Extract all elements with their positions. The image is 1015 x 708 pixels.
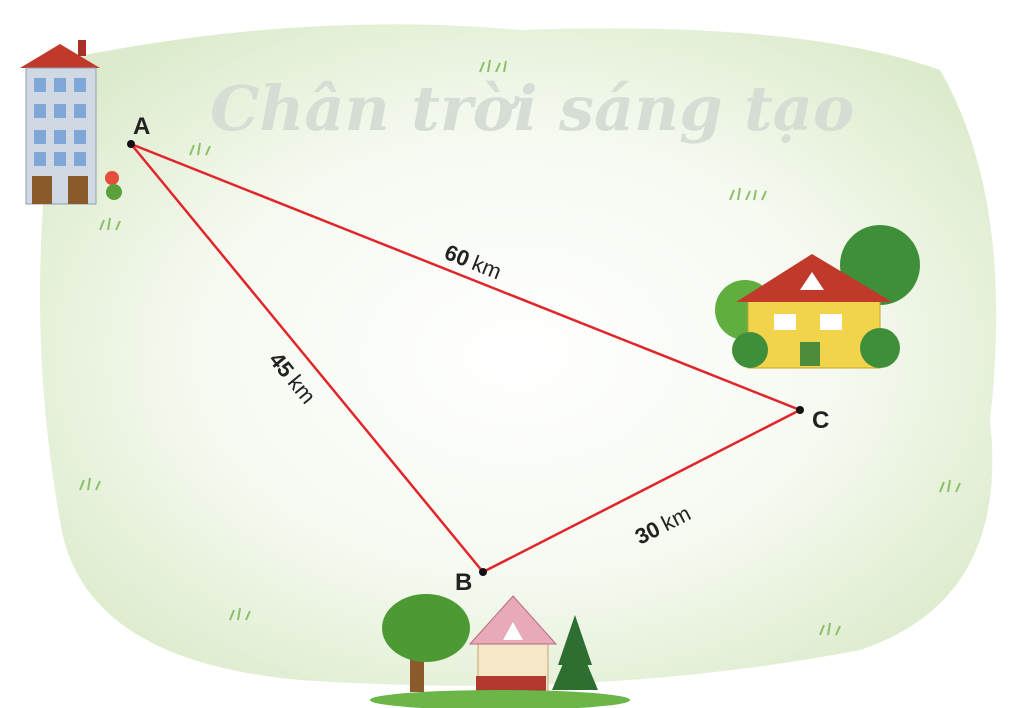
point-a: [127, 140, 135, 148]
point-label: A: [133, 113, 150, 140]
point-b: [479, 568, 487, 576]
point-label: C: [812, 407, 829, 434]
diagram: Chân trời sáng tạo: [0, 0, 1015, 708]
watermark: Chân trời sáng tạo: [210, 72, 854, 145]
point-label: B: [455, 569, 472, 596]
point-c: [796, 406, 804, 414]
